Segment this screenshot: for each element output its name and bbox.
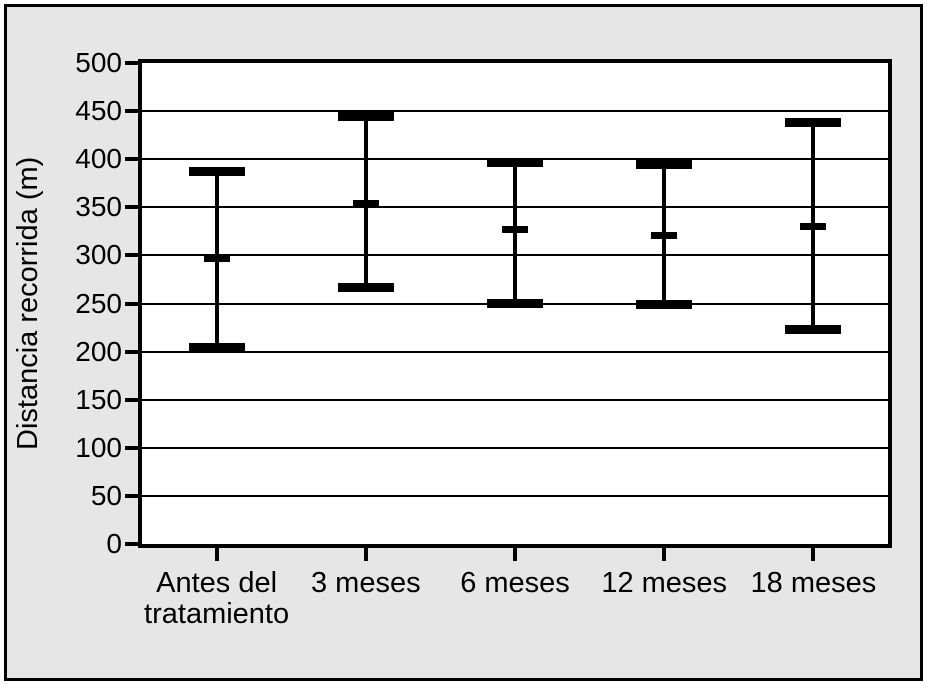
x-axis-tick [363,548,368,561]
gridline [142,494,888,497]
mean-marker [651,232,678,240]
y-tick-label: 50 [90,479,122,511]
y-axis-tick [125,349,139,354]
mean-marker [203,255,230,263]
y-axis-tick [125,157,139,162]
y-axis-tick [125,61,139,65]
y-tick-label: 150 [75,383,122,415]
x-tick-label: 18 meses [750,567,877,599]
y-tick-label: 100 [75,431,122,463]
error-bar-cap-min [337,283,394,293]
y-tick-label: 500 [75,47,122,78]
mean-marker [352,200,379,208]
y-axis-tick [125,109,139,114]
gridline [142,446,888,449]
x-axis-tick [513,548,517,561]
mean-marker [502,226,528,234]
y-axis-tick [125,253,139,258]
y-axis-tick [125,445,139,450]
gridline [142,350,888,353]
error-bar-cap-max [188,166,245,176]
error-bar-cap-max [337,111,394,121]
error-bar-cap-max [636,160,693,169]
x-axis-tick [214,548,219,561]
error-bar-cap-max [785,117,842,127]
x-axis-tick [662,548,667,561]
y-axis-tick [125,397,139,402]
y-tick-label: 250 [75,287,122,319]
y-tick-label: 350 [75,191,122,223]
x-tick-label: Antes del tratamiento [144,567,290,630]
x-tick-label: 3 meses [310,567,421,599]
error-bar-cap-min [636,299,693,309]
error-bar-cap-min [487,298,543,308]
gridline [142,398,888,401]
x-tick-label: 12 meses [601,567,728,599]
y-axis-tick [125,205,139,210]
y-tick-label: 400 [75,143,122,175]
error-bar-cap-min [785,325,842,335]
y-axis-tick [125,493,139,498]
gridline [142,110,888,113]
y-tick-label: 0 [106,528,122,559]
y-axis-tick [125,542,139,546]
error-bar-cap-max [487,158,543,168]
y-tick-label: 200 [75,335,122,367]
y-tick-label: 450 [75,95,122,127]
x-tick-label: 6 meses [460,567,570,599]
error-bar-cap-min [188,342,245,352]
y-tick-label: 300 [75,239,122,271]
mean-marker [800,222,827,230]
x-axis-tick [811,548,816,561]
y-axis-tick [125,301,139,306]
